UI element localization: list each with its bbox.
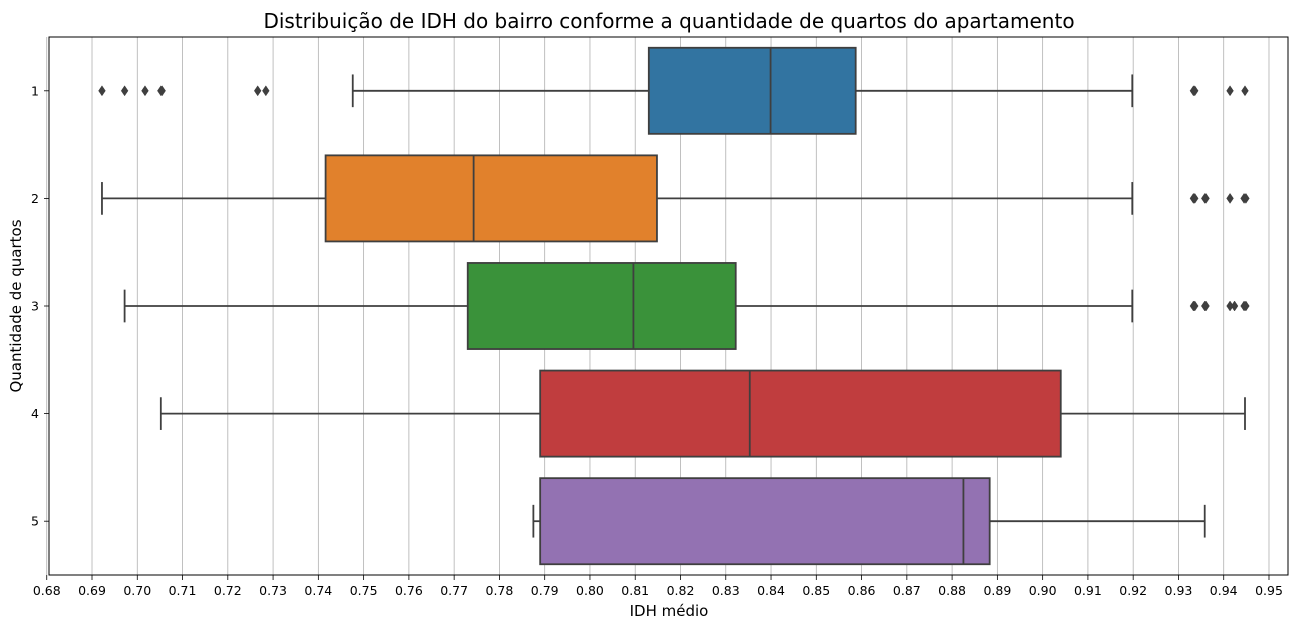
iqr-box xyxy=(539,369,1062,458)
x-tick-label: 0.90 xyxy=(1029,583,1057,598)
x-tick-label: 0.72 xyxy=(214,583,242,598)
x-tick-label: 0.76 xyxy=(395,583,423,598)
outlier-point xyxy=(262,85,270,97)
x-tick-label: 0.95 xyxy=(1255,583,1283,598)
y-tick-label: 3 xyxy=(31,299,39,314)
x-tick-label: 0.71 xyxy=(169,583,197,598)
iqr-box xyxy=(647,46,857,135)
x-tick-label: 0.69 xyxy=(78,583,106,598)
outlier-point xyxy=(1202,192,1210,204)
x-tick-label: 0.78 xyxy=(486,583,514,598)
y-tick-label: 4 xyxy=(31,406,39,421)
y-tick-label: 2 xyxy=(31,191,39,206)
x-tick-label: 0.81 xyxy=(621,583,649,598)
x-tick-label: 0.87 xyxy=(893,583,921,598)
x-tick-label: 0.89 xyxy=(983,583,1011,598)
x-tick-label: 0.91 xyxy=(1074,583,1102,598)
x-tick-label: 0.85 xyxy=(802,583,830,598)
y-tick-label: 1 xyxy=(31,83,39,98)
iqr-box xyxy=(539,477,991,566)
box-group xyxy=(101,154,1250,243)
box-group xyxy=(159,369,1246,458)
outlier-point xyxy=(1191,85,1199,97)
x-tick-label: 0.83 xyxy=(712,583,740,598)
outlier-point xyxy=(1242,300,1250,312)
outlier-point xyxy=(120,85,129,97)
outlier-point xyxy=(141,85,149,97)
x-tick-label: 0.92 xyxy=(1119,583,1147,598)
x-tick-label: 0.84 xyxy=(757,583,785,598)
x-tick-label: 0.93 xyxy=(1165,583,1193,598)
iqr-box xyxy=(466,262,737,350)
x-axis-ticks: 0.68 0.69 0.70 0.71 0.72 0.73 0.74 0.75 0.76 0.77… xyxy=(33,575,1283,598)
x-tick-label: 0.75 xyxy=(350,583,378,598)
y-axis-ticks: 1 2 3 4 5 xyxy=(31,83,49,529)
outlier-point xyxy=(1230,300,1239,312)
x-tick-label: 0.82 xyxy=(667,583,695,598)
outlier-point xyxy=(1202,300,1210,312)
x-tick-label: 0.86 xyxy=(848,583,876,598)
x-tick-label: 0.80 xyxy=(576,583,604,598)
outlier-point xyxy=(1191,192,1199,204)
x-tick-label: 0.74 xyxy=(304,583,332,598)
chart-title: Distribuição de IDH do bairro conforme a… xyxy=(263,9,1074,33)
x-tick-label: 0.70 xyxy=(123,583,151,598)
boxes xyxy=(98,46,1250,566)
x-tick-label: 0.68 xyxy=(33,583,61,598)
outlier-point xyxy=(158,85,166,97)
outlier-point xyxy=(1241,85,1249,97)
x-axis-label: IDH médio xyxy=(630,602,709,620)
outlier-point xyxy=(98,85,106,97)
x-tick-label: 0.73 xyxy=(259,583,287,598)
box-group xyxy=(123,262,1250,350)
box-group xyxy=(98,46,1249,135)
outlier-point xyxy=(1191,300,1199,312)
iqr-box xyxy=(324,154,658,243)
x-tick-label: 0.94 xyxy=(1210,583,1238,598)
outlier-point xyxy=(1226,192,1234,204)
outlier-point xyxy=(253,85,262,97)
outlier-point xyxy=(1242,192,1250,204)
outlier-point xyxy=(1226,85,1234,97)
y-axis-label: Quantidade de quartos xyxy=(7,219,25,392)
x-tick-label: 0.79 xyxy=(531,583,559,598)
x-tick-label: 0.77 xyxy=(440,583,468,598)
box-group xyxy=(532,477,1206,566)
y-tick-label: 5 xyxy=(31,514,39,529)
x-tick-label: 0.88 xyxy=(938,583,966,598)
